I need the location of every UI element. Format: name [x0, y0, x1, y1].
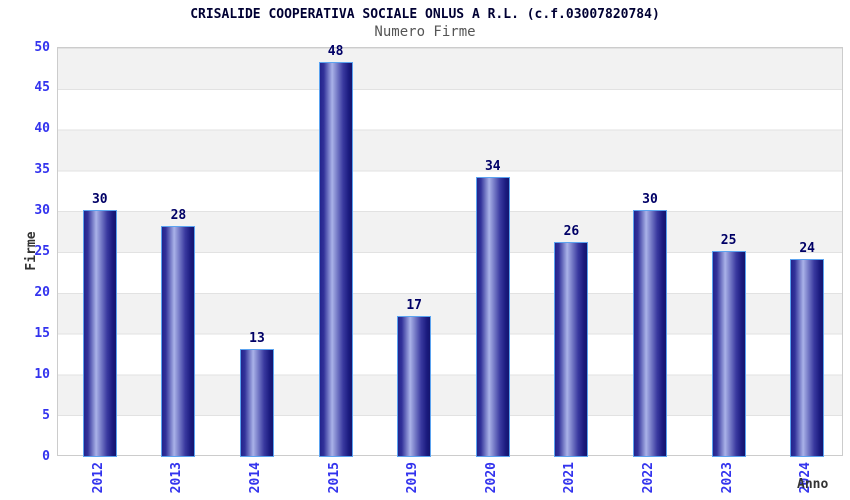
chart-title: CRISALIDE COOPERATIVA SOCIALE ONLUS A R.… — [190, 7, 660, 22]
bar-value-label: 28 — [170, 207, 187, 223]
x-tick-label: 2013 — [169, 462, 185, 494]
bar-2013 — [161, 225, 196, 457]
y-tick-label: 25 — [34, 244, 50, 259]
bar-value-label: 30 — [91, 191, 108, 207]
bar-value-label: 17 — [406, 297, 423, 313]
bar-value-label: 48 — [327, 44, 344, 60]
y-tick-label: 40 — [34, 121, 50, 137]
bar-value-label: 25 — [720, 232, 737, 248]
y-tick-label: 5 — [42, 407, 50, 423]
x-tick-label: 2023 — [719, 462, 735, 494]
bar-2012 — [82, 209, 117, 457]
bar-value-label: 26 — [563, 224, 580, 240]
y-tick-label: 30 — [34, 203, 50, 219]
x-tick-label: 2020 — [483, 462, 499, 494]
bar-2023 — [711, 250, 746, 457]
x-tick-label: 2021 — [562, 462, 578, 494]
bar-value-label: 24 — [799, 240, 816, 256]
y-tick-label: 45 — [34, 80, 50, 96]
bar-2014 — [240, 348, 274, 457]
y-tick-label: 35 — [34, 162, 50, 178]
x-axis-title: Anno — [797, 477, 829, 492]
y-tick-label: 50 — [34, 39, 50, 55]
x-tick-label: 2019 — [405, 462, 421, 494]
y-axis-title: Firme — [24, 231, 40, 271]
bar-2020 — [475, 176, 510, 457]
bar-2024 — [790, 258, 825, 457]
bar-2015 — [318, 62, 353, 457]
y-tick-label: 10 — [34, 366, 50, 382]
x-tick-label: 2015 — [326, 462, 342, 494]
x-tick-label: 2012 — [90, 462, 106, 494]
bar-2022 — [633, 209, 667, 457]
y-tick-label: 15 — [34, 325, 50, 341]
bar-value-label: 13 — [249, 330, 265, 346]
bar-value-label: 34 — [484, 158, 501, 174]
y-tick-label: 0 — [42, 448, 50, 464]
bar-value-label: 30 — [642, 191, 658, 207]
y-tick-label: 20 — [34, 284, 50, 300]
x-tick-label: 2022 — [641, 462, 656, 494]
x-tick-label: 2014 — [248, 462, 263, 494]
bar-2019 — [397, 315, 432, 457]
bar-2021 — [554, 242, 589, 457]
chart-subtitle: Numero Firme — [374, 24, 476, 40]
